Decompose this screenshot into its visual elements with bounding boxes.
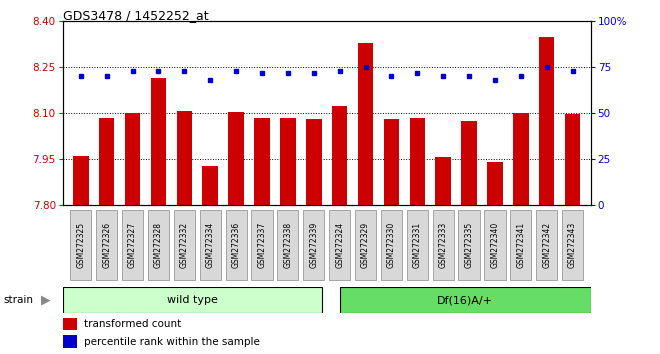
Bar: [513, 113, 529, 205]
Text: percentile rank within the sample: percentile rank within the sample: [84, 337, 259, 347]
Text: GSM272333: GSM272333: [439, 222, 447, 268]
FancyBboxPatch shape: [122, 210, 143, 280]
FancyBboxPatch shape: [70, 210, 92, 280]
Bar: [63, 318, 77, 330]
FancyBboxPatch shape: [536, 210, 557, 280]
Text: GSM272336: GSM272336: [232, 222, 241, 268]
FancyBboxPatch shape: [355, 210, 376, 280]
FancyBboxPatch shape: [484, 210, 506, 280]
Bar: [358, 43, 374, 205]
Text: GSM272341: GSM272341: [516, 222, 525, 268]
Bar: [306, 119, 321, 205]
Bar: [99, 118, 114, 205]
FancyBboxPatch shape: [148, 210, 169, 280]
FancyBboxPatch shape: [407, 210, 428, 280]
Text: wild type: wild type: [167, 295, 218, 305]
Text: GSM272326: GSM272326: [102, 222, 111, 268]
Bar: [332, 105, 347, 205]
Text: GSM272340: GSM272340: [490, 222, 500, 268]
FancyBboxPatch shape: [96, 210, 117, 280]
Text: GDS3478 / 1452252_at: GDS3478 / 1452252_at: [63, 9, 209, 22]
Bar: [340, 287, 591, 313]
FancyBboxPatch shape: [329, 210, 350, 280]
Text: GSM272335: GSM272335: [465, 222, 474, 268]
Bar: [228, 112, 244, 205]
Bar: [125, 113, 141, 205]
Text: GSM272332: GSM272332: [180, 222, 189, 268]
FancyBboxPatch shape: [226, 210, 247, 280]
Text: GSM272328: GSM272328: [154, 222, 163, 268]
Text: GSM272324: GSM272324: [335, 222, 344, 268]
Text: ▶: ▶: [41, 293, 51, 307]
Text: GSM272327: GSM272327: [128, 222, 137, 268]
Bar: [73, 156, 88, 205]
Text: GSM272342: GSM272342: [543, 222, 551, 268]
Bar: [63, 335, 77, 348]
Text: GSM272339: GSM272339: [310, 222, 318, 268]
Text: GSM272325: GSM272325: [77, 222, 85, 268]
Text: transformed count: transformed count: [84, 319, 181, 329]
Text: strain: strain: [3, 295, 33, 305]
Bar: [539, 36, 554, 205]
FancyBboxPatch shape: [251, 210, 273, 280]
Text: GSM272337: GSM272337: [257, 222, 267, 268]
Bar: [150, 78, 166, 205]
Text: GSM272331: GSM272331: [412, 222, 422, 268]
Bar: [461, 121, 477, 205]
FancyBboxPatch shape: [381, 210, 402, 280]
Bar: [177, 111, 192, 205]
Text: GSM272330: GSM272330: [387, 222, 396, 268]
Text: GSM272334: GSM272334: [206, 222, 214, 268]
Text: GSM272329: GSM272329: [361, 222, 370, 268]
Bar: [436, 158, 451, 205]
Bar: [409, 118, 425, 205]
Bar: [565, 114, 580, 205]
Text: Df(16)A/+: Df(16)A/+: [437, 295, 493, 305]
FancyBboxPatch shape: [277, 210, 298, 280]
FancyBboxPatch shape: [199, 210, 221, 280]
Bar: [203, 166, 218, 205]
FancyBboxPatch shape: [562, 210, 583, 280]
Bar: [383, 119, 399, 205]
FancyBboxPatch shape: [174, 210, 195, 280]
Bar: [63, 287, 321, 313]
FancyBboxPatch shape: [459, 210, 480, 280]
FancyBboxPatch shape: [303, 210, 324, 280]
FancyBboxPatch shape: [432, 210, 454, 280]
Text: GSM272338: GSM272338: [283, 222, 292, 268]
Bar: [280, 118, 296, 205]
Text: GSM272343: GSM272343: [568, 222, 577, 268]
Bar: [254, 119, 270, 205]
FancyBboxPatch shape: [510, 210, 531, 280]
Bar: [487, 162, 503, 205]
